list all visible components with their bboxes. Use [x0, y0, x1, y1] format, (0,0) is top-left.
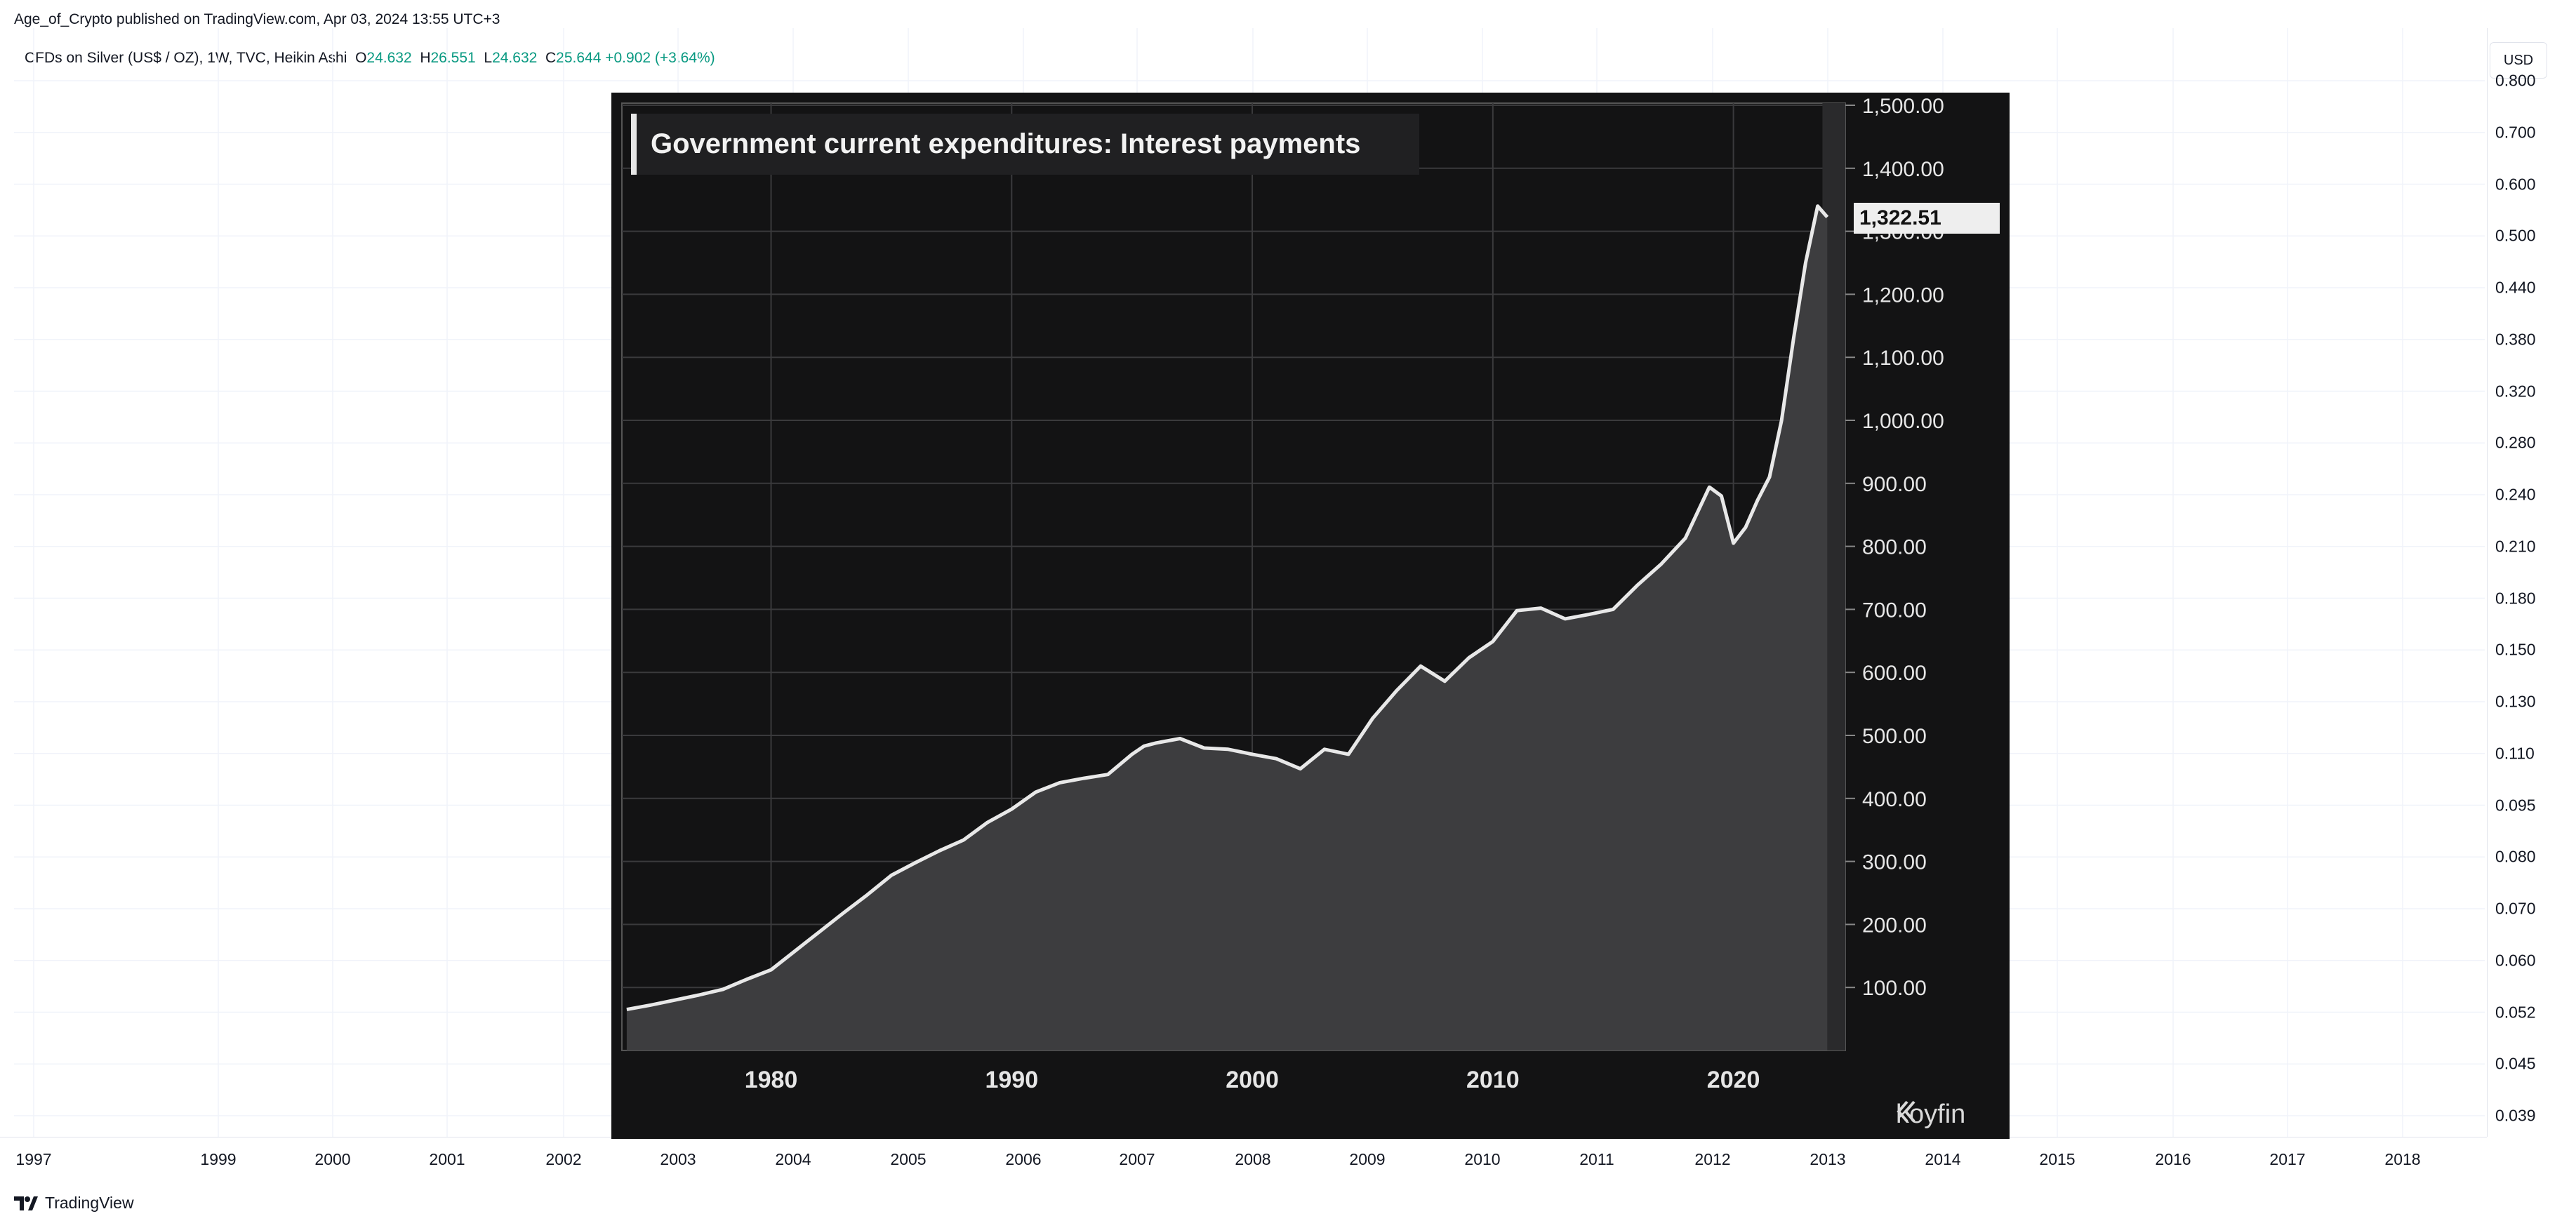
x-tick-label: 1990 — [985, 1067, 1038, 1093]
y-tick-label: 500.00 — [1862, 725, 1927, 748]
time-tick-label: 2000 — [314, 1150, 351, 1168]
time-tick-label: 2018 — [2384, 1150, 2421, 1168]
open-value: 24.632 — [366, 50, 412, 66]
price-tick-label: 0.700 — [2495, 123, 2536, 142]
time-tick-label: 2001 — [429, 1150, 465, 1168]
price-tick-label: 0.280 — [2495, 433, 2536, 452]
high-value: 26.551 — [430, 50, 476, 66]
time-tick-label: 2017 — [2269, 1150, 2306, 1168]
close-value: 25.644 — [556, 50, 602, 66]
embedded-koyfin-chart: 1980 1990 2000 2010 2020 100.00 200.00 300.00 40… — [611, 93, 2010, 1139]
time-tick-label: 2008 — [1235, 1150, 1271, 1168]
x-tick-label: 2000 — [1226, 1067, 1279, 1093]
time-tick-label: 2015 — [2039, 1150, 2076, 1168]
y-tick-label: 1,200.00 — [1862, 283, 1944, 307]
change-value: +0.902 (+3.64%) — [605, 50, 715, 66]
time-tick-label: 2010 — [1464, 1150, 1501, 1168]
price-tick-label: 0.052 — [2495, 1003, 2536, 1021]
tradingview-footer[interactable]: TradingView — [14, 1194, 134, 1213]
x-tick-label: 2020 — [1707, 1067, 1760, 1093]
low-label: L — [484, 50, 493, 66]
time-tick-label: 2005 — [890, 1150, 927, 1168]
chart-title-text: Government current expenditures: Interes… — [651, 128, 1361, 159]
time-tick-label: 2014 — [1925, 1150, 1961, 1168]
price-tick-label: 0.210 — [2495, 537, 2536, 556]
price-tick-label: 0.130 — [2495, 692, 2536, 711]
y-tick-label: 900.00 — [1862, 473, 1927, 496]
currency-selector[interactable]: USD — [2490, 42, 2547, 79]
time-axis[interactable]: 1997 1999 2000 2001 2002 2003 2004 2005 2006 2007… — [0, 1137, 2487, 1180]
koyfin-logo: koyfin — [1896, 1100, 1965, 1130]
time-tick-label: 2011 — [1579, 1150, 1614, 1168]
y-tick-label: 700.00 — [1862, 599, 1927, 622]
koyfin-chart-svg: 1980 1990 2000 2010 2020 100.00 200.00 300.00 40… — [621, 95, 1944, 1093]
price-tick-label: 0.045 — [2495, 1054, 2536, 1073]
tradingview-brand-text: TradingView — [45, 1194, 134, 1212]
y-tick-label: 1,500.00 — [1862, 95, 1944, 118]
price-tick-label: 0.800 — [2495, 71, 2536, 90]
time-tick-label: 2012 — [1694, 1150, 1731, 1168]
price-tick-label: 0.240 — [2495, 485, 2536, 504]
high-label: H — [420, 50, 431, 66]
price-tick-label: 0.070 — [2495, 899, 2536, 918]
time-tick-label: 2013 — [1810, 1150, 1846, 1168]
y-tick-label: 1,100.00 — [1862, 347, 1944, 370]
low-value: 24.632 — [492, 50, 538, 66]
x-tick-label: 2010 — [1466, 1067, 1520, 1093]
price-tick-label: 0.039 — [2495, 1106, 2536, 1125]
price-tick-label: 0.110 — [2495, 744, 2535, 763]
time-tick-label: 2009 — [1349, 1150, 1386, 1168]
price-tick-label: 0.600 — [2495, 175, 2536, 193]
time-tick-label: 2004 — [775, 1150, 811, 1168]
publisher-line: Age_of_Crypto published on TradingView.c… — [14, 11, 500, 27]
price-tick-label: 0.500 — [2495, 226, 2536, 245]
price-axis-border — [2487, 28, 2488, 1137]
time-tick-label: 2006 — [1005, 1150, 1042, 1168]
time-tick-label: 2002 — [545, 1150, 582, 1168]
y-tick-label: 800.00 — [1862, 536, 1927, 559]
y-tick-label: 100.00 — [1862, 977, 1927, 1000]
series-area — [626, 206, 1828, 1051]
price-tick-label: 0.440 — [2495, 278, 2536, 297]
time-tick-label: 1997 — [15, 1150, 52, 1168]
price-tick-label: 0.060 — [2495, 951, 2536, 970]
chart-title: Government current expenditures: Interes… — [631, 114, 1419, 175]
price-tick-label: 0.380 — [2495, 330, 2536, 349]
last-value-label: 1,322.51 — [1854, 203, 2000, 234]
y-tick-label: 200.00 — [1862, 914, 1927, 937]
price-axis[interactable]: 0.800 0.700 0.600 0.500 0.440 0.380 0.320 0.280… — [2485, 0, 2576, 1158]
time-tick-label: 1999 — [200, 1150, 237, 1168]
close-label: C — [545, 50, 557, 66]
price-tick-label: 0.080 — [2495, 847, 2536, 866]
price-tick-label: 0.320 — [2495, 382, 2536, 400]
y-tick-label: 1,000.00 — [1862, 410, 1944, 433]
time-tick-label: 2003 — [660, 1150, 696, 1168]
tradingview-logo-icon — [14, 1196, 38, 1210]
open-label: O — [355, 50, 367, 66]
y-tick-label: 300.00 — [1862, 851, 1927, 874]
price-tick-label: 0.180 — [2495, 589, 2536, 607]
time-tick-label: 2007 — [1119, 1150, 1155, 1168]
y-tick-label: 600.00 — [1862, 662, 1927, 685]
time-tick-label: 2016 — [2155, 1150, 2191, 1168]
koyfin-logo-icon — [1897, 1100, 1916, 1123]
price-tick-label: 0.095 — [2495, 796, 2536, 814]
price-tick-label: 0.150 — [2495, 640, 2536, 659]
y-tick-label: 400.00 — [1862, 788, 1927, 811]
x-tick-label: 1980 — [745, 1067, 798, 1093]
y-tick-label: 1,400.00 — [1862, 158, 1944, 181]
